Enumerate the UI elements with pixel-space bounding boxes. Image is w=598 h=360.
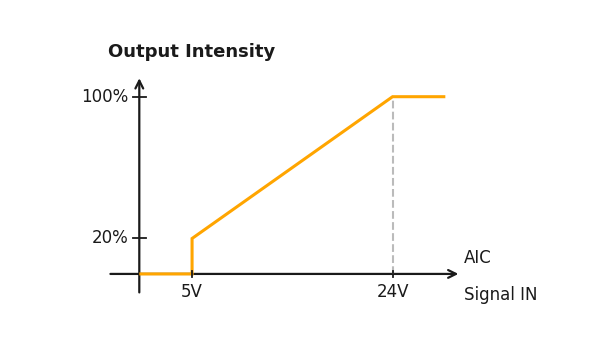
Text: Output Intensity: Output Intensity — [108, 43, 275, 61]
Text: AIC: AIC — [464, 249, 492, 267]
Text: 100%: 100% — [81, 88, 129, 106]
Text: 24V: 24V — [376, 283, 409, 301]
Text: 20%: 20% — [92, 229, 129, 247]
Text: Signal IN: Signal IN — [464, 286, 538, 304]
Text: 5V: 5V — [181, 283, 203, 301]
